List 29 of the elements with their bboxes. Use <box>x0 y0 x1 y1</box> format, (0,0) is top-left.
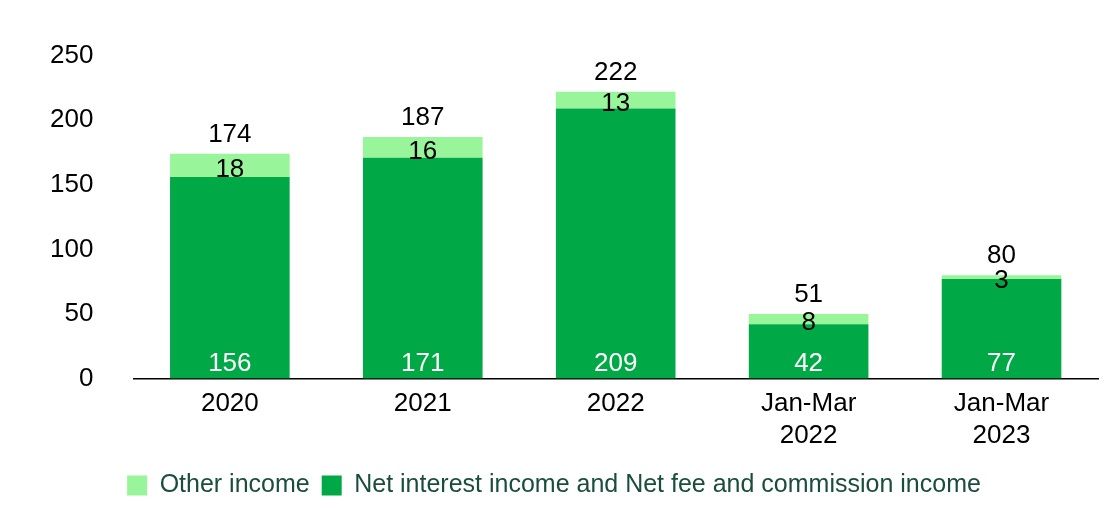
bar <box>170 153 290 178</box>
total-label: 51 <box>794 278 824 309</box>
y-tick-label: 150 <box>49 167 94 198</box>
data-label: 42 <box>794 346 824 377</box>
x-tick-label: 2020 <box>200 387 259 418</box>
data-label: 16 <box>408 134 438 165</box>
legend-label: Net interest income and Net fee and commission income <box>354 469 981 498</box>
y-tick-label: 250 <box>49 38 94 69</box>
legend-label: Other income <box>159 469 310 498</box>
x-tick-label: Jan-Mar 2022 <box>760 387 857 449</box>
x-tick-label: 2022 <box>586 387 645 418</box>
data-label: 209 <box>593 346 638 377</box>
data-label: 77 <box>987 346 1016 377</box>
data-label: 156 <box>208 346 252 377</box>
data-label: 18 <box>215 152 245 183</box>
x-tick-label: 2021 <box>393 387 452 418</box>
bar <box>362 157 483 379</box>
x-tick-label: Jan-Mar 2023 <box>953 387 1050 449</box>
total-label: 187 <box>401 101 445 132</box>
y-tick-label: 50 <box>64 297 94 328</box>
total-label: 80 <box>987 239 1016 270</box>
data-label: 171 <box>401 346 445 377</box>
y-tick-label: 0 <box>78 361 94 392</box>
bar <box>170 177 290 379</box>
y-tick-label: 100 <box>49 232 94 263</box>
total-label: 222 <box>593 55 638 86</box>
y-tick-label: 200 <box>49 103 94 134</box>
total-label: 174 <box>208 117 252 148</box>
bar <box>362 137 483 158</box>
